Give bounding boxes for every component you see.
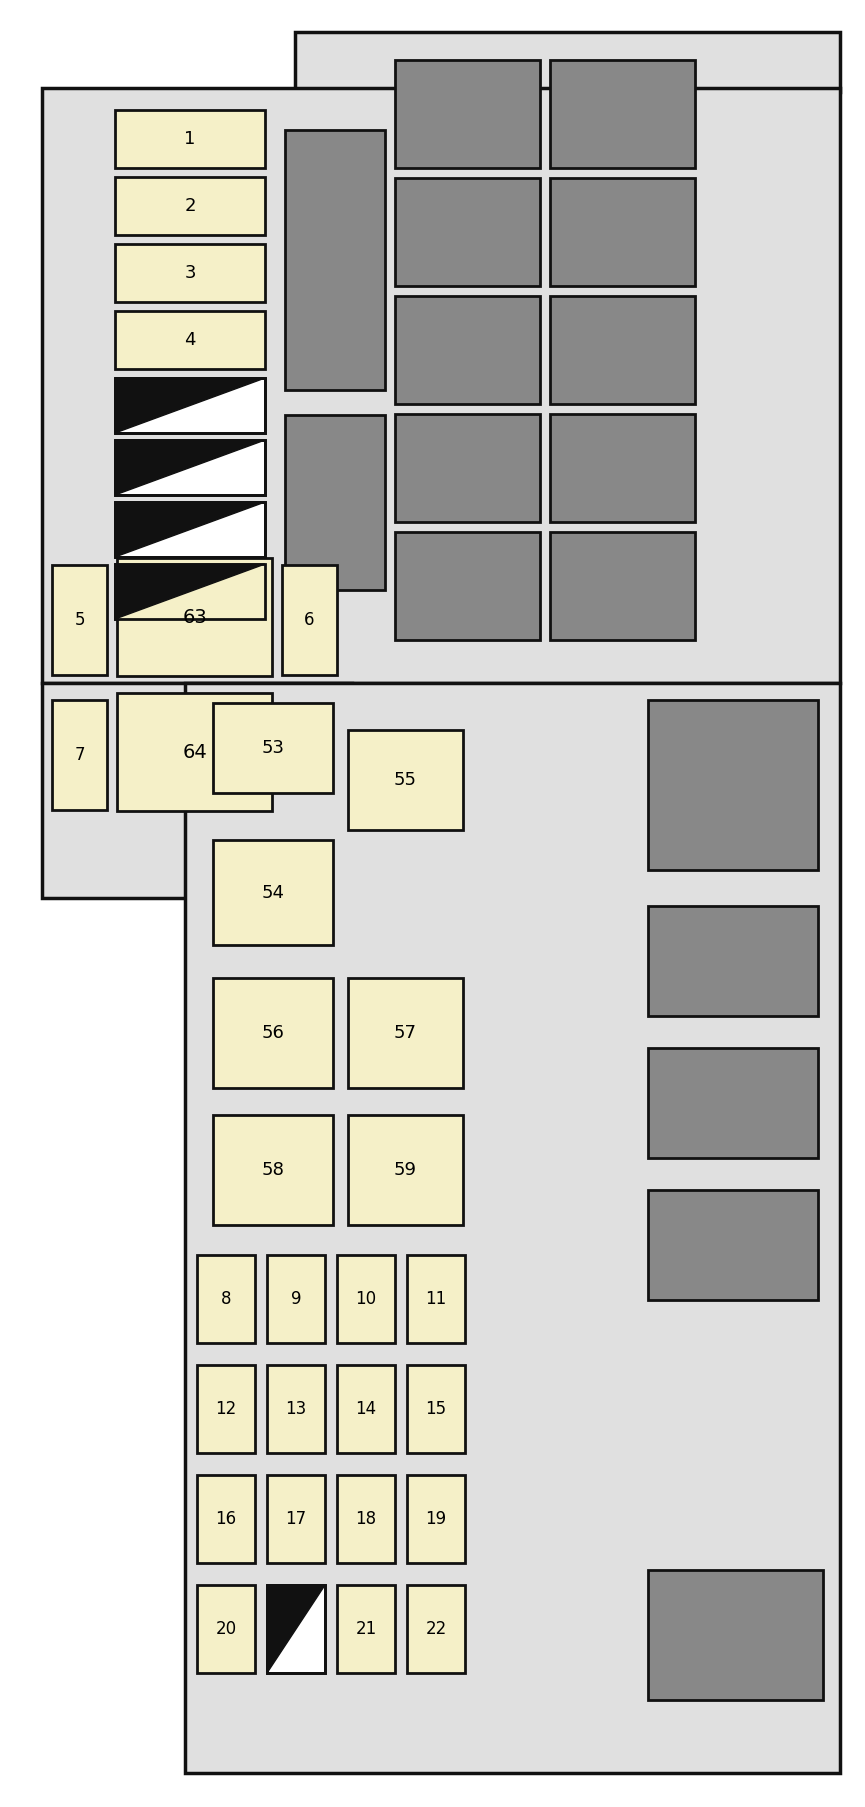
Bar	[337, 1475, 395, 1563]
Bar	[185, 683, 840, 1773]
Bar	[115, 177, 265, 235]
Text: 8: 8	[221, 1290, 231, 1308]
Text: 3: 3	[184, 264, 195, 282]
Polygon shape	[267, 1585, 325, 1673]
Polygon shape	[115, 378, 265, 434]
Text: 55: 55	[394, 772, 417, 790]
Bar	[115, 110, 265, 168]
Text: 9: 9	[291, 1290, 301, 1308]
Bar	[395, 296, 540, 405]
Text: 54: 54	[261, 884, 285, 902]
Bar	[267, 1256, 325, 1343]
Text: 57: 57	[394, 1025, 417, 1043]
Bar	[213, 978, 333, 1088]
Bar	[115, 378, 265, 434]
Text: 18: 18	[356, 1511, 376, 1529]
Bar	[213, 840, 333, 945]
Text: 10: 10	[356, 1290, 376, 1308]
Bar	[197, 1585, 255, 1673]
Text: 6: 6	[304, 611, 315, 629]
Bar	[267, 1585, 325, 1673]
Text: 56: 56	[261, 1025, 285, 1043]
Text: 12: 12	[215, 1400, 237, 1418]
Bar	[42, 89, 840, 683]
Bar	[550, 296, 695, 405]
Bar	[115, 502, 265, 557]
Bar	[197, 1256, 255, 1343]
Bar	[52, 699, 107, 810]
Bar	[648, 905, 818, 1016]
Bar	[117, 558, 272, 676]
Bar	[550, 414, 695, 522]
Text: 4: 4	[184, 331, 195, 349]
Bar	[115, 439, 265, 495]
Text: 7: 7	[74, 746, 85, 764]
Bar	[648, 1570, 823, 1700]
Text: 13: 13	[285, 1400, 306, 1418]
Bar	[348, 1115, 463, 1225]
Text: 16: 16	[215, 1511, 236, 1529]
Bar	[197, 1475, 255, 1563]
Text: 21: 21	[356, 1621, 376, 1637]
Bar	[395, 179, 540, 286]
Bar	[115, 564, 265, 620]
Bar	[267, 1585, 325, 1673]
Bar	[407, 1364, 465, 1453]
Bar	[550, 179, 695, 286]
Bar	[115, 311, 265, 369]
Text: 58: 58	[261, 1162, 285, 1178]
Bar	[337, 1364, 395, 1453]
Text: 14: 14	[356, 1400, 376, 1418]
Bar	[115, 378, 265, 434]
Bar	[648, 699, 818, 869]
Text: 11: 11	[426, 1290, 446, 1308]
Bar	[550, 531, 695, 640]
Bar	[285, 416, 385, 591]
Text: 64: 64	[183, 743, 207, 761]
Polygon shape	[115, 564, 265, 620]
Text: 1: 1	[184, 130, 195, 148]
Text: 19: 19	[426, 1511, 446, 1529]
Bar	[395, 60, 540, 168]
Bar	[337, 1585, 395, 1673]
Bar	[407, 1585, 465, 1673]
Bar	[648, 1191, 818, 1299]
Bar	[348, 978, 463, 1088]
Bar	[115, 502, 265, 557]
Text: 17: 17	[285, 1511, 306, 1529]
Bar	[348, 730, 463, 829]
Text: 20: 20	[215, 1621, 236, 1637]
Polygon shape	[115, 439, 265, 495]
Bar	[115, 244, 265, 302]
Text: 63: 63	[183, 607, 207, 627]
Text: 59: 59	[394, 1162, 417, 1178]
Bar	[407, 1475, 465, 1563]
Bar	[337, 1256, 395, 1343]
Bar	[648, 1048, 818, 1158]
Bar	[213, 703, 333, 793]
Polygon shape	[115, 502, 265, 557]
Bar	[213, 1115, 333, 1225]
Text: 53: 53	[261, 739, 285, 757]
Bar	[550, 60, 695, 168]
Bar	[395, 414, 540, 522]
Bar	[115, 564, 265, 620]
Bar	[395, 531, 540, 640]
Text: 2: 2	[184, 197, 195, 215]
Bar	[295, 33, 840, 92]
Bar	[115, 439, 265, 495]
Bar	[282, 566, 337, 676]
Bar	[407, 1256, 465, 1343]
Bar	[267, 1475, 325, 1563]
Bar	[197, 1364, 255, 1453]
Bar	[285, 130, 385, 390]
Bar	[267, 1364, 325, 1453]
Text: 22: 22	[426, 1621, 446, 1637]
Text: 5: 5	[74, 611, 85, 629]
Text: 15: 15	[426, 1400, 446, 1418]
Bar	[117, 694, 272, 811]
Bar	[52, 566, 107, 676]
Bar	[42, 683, 352, 898]
